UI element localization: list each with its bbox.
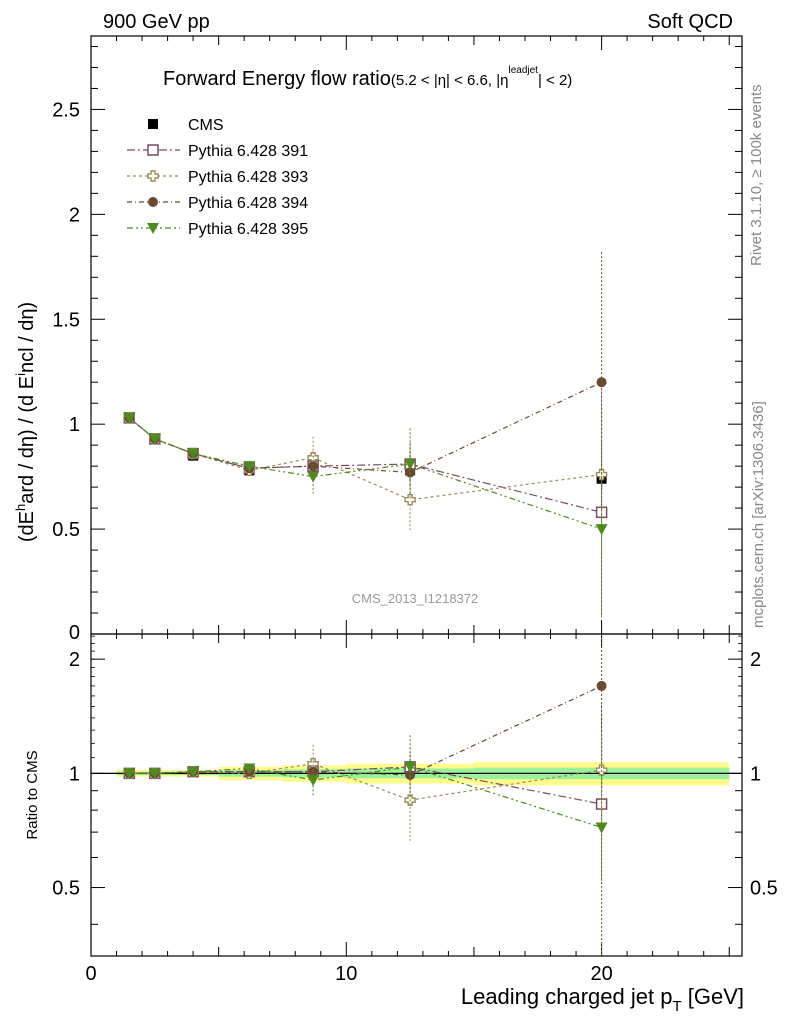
legend-label: CMS	[188, 117, 224, 134]
data-point	[595, 524, 608, 536]
series-2	[123, 390, 608, 559]
data-point	[596, 377, 607, 388]
y-tick-label-zero: 0	[69, 622, 80, 644]
x-axis-label: Leading charged jet pT [GeV]	[461, 984, 744, 1015]
ratio-data-point	[307, 775, 320, 787]
legend-label: Pythia 6.428 394	[188, 195, 308, 212]
header-left: 900 GeV pp	[103, 11, 210, 33]
ratio-y-tick-label-right: 0.5	[750, 878, 778, 900]
legend-marker	[148, 119, 158, 129]
legend-marker	[147, 170, 159, 182]
data-point	[404, 459, 417, 471]
main-y-label: (dEhard / dη) / (d Eincl / dη)	[13, 302, 38, 542]
series-line	[128, 417, 602, 530]
rivet-label: Rivet 3.1.10, ≥ 100k events	[748, 84, 765, 266]
legend-marker	[147, 223, 159, 234]
ratio-data-point	[595, 822, 608, 834]
data-point	[404, 494, 416, 506]
ratio-y-tick-label-right: 2	[750, 649, 761, 671]
ratio-series-1	[123, 704, 608, 882]
y-tick-label: 2	[69, 204, 80, 226]
legend-label: Pythia 6.428 393	[188, 169, 308, 186]
main-panel: Forward Energy flow ratio(5.2 < |η| < 6.…	[13, 35, 743, 956]
data-point	[308, 461, 319, 472]
ratio-data-point	[405, 770, 416, 781]
x-tick-label: 10	[335, 963, 357, 985]
x-axis-label-text: Leading charged jet p	[461, 984, 673, 1009]
y-tick-label: 1	[69, 414, 80, 436]
ratio-data-point	[308, 766, 319, 777]
legend-label: Pythia 6.428 391	[188, 143, 308, 160]
main-plot: 0.5 1 1.5 2 2.5 0	[52, 35, 743, 956]
series-3	[124, 252, 607, 513]
main-legend: CMS Pythia 6.428 391 Pythia 6.428 393 Pythi…	[127, 117, 308, 238]
data-point	[187, 448, 200, 460]
ratio-plot: 0 10 20 0.5 0.5 1 1 2 2	[52, 633, 778, 985]
ratio-series-3	[123, 733, 608, 956]
ratio-y-tick-label: 0.5	[52, 878, 80, 900]
ratio-data-point	[404, 761, 417, 773]
main-title-cut-end: | < 2)	[538, 72, 572, 89]
legend-marker	[148, 197, 158, 207]
y-tick-label: 2.5	[52, 99, 80, 121]
y-tick-label: 0.5	[52, 519, 80, 541]
watermark: CMS_2013_I1218372	[352, 591, 479, 606]
x-tick-label: 20	[590, 963, 612, 985]
x-axis-label-unit: [GeV]	[682, 984, 744, 1009]
ratio-series-line	[129, 685, 602, 776]
ratio-y-tick-label: 2	[69, 649, 80, 671]
ratio-y-tick-label-right: 1	[750, 763, 761, 785]
series-1	[123, 407, 608, 618]
data-point	[148, 433, 161, 445]
header-right: Soft QCD	[647, 11, 733, 33]
ratio-data-point	[596, 680, 607, 691]
y-tick-label: 1.5	[52, 309, 80, 331]
x-axis-label-sub: T	[672, 998, 681, 1015]
ratio-data-point	[148, 768, 161, 780]
ratio-data-point	[187, 766, 200, 778]
data-point	[243, 461, 256, 473]
mcplots-label: mcplots.cern.ch [arXiv:1306.3436]	[750, 401, 767, 628]
series-line	[128, 417, 602, 513]
series-4	[123, 412, 608, 618]
main-title-cut: (5.2 < |η| < 6.6, |η	[391, 72, 509, 89]
main-title: Forward Energy flow ratio(5.2 < |η| < 6.…	[163, 65, 572, 90]
data-point	[123, 412, 136, 424]
ratio-y-label: Ratio to CMS	[24, 750, 41, 839]
series-line	[128, 417, 602, 501]
ratio-panel: Ratio to CMS 0 10 20 0.5 0.5 1 1 2 2 Leading cha…	[24, 633, 778, 1015]
ratio-data-point	[123, 768, 136, 780]
ratio-frame	[90, 633, 743, 957]
ratio-series-0	[123, 714, 608, 956]
main-title-sup: leadjet	[508, 65, 538, 76]
ratio-data-point	[243, 763, 256, 775]
ratio-y-tick-label: 1	[69, 763, 80, 785]
x-tick-label: 0	[85, 963, 96, 985]
legend-label: Pythia 6.428 395	[188, 221, 308, 238]
legend-marker	[147, 144, 159, 156]
data-point	[307, 471, 320, 483]
series-line	[128, 381, 602, 474]
main-title-text: Forward Energy flow ratio	[163, 68, 391, 90]
